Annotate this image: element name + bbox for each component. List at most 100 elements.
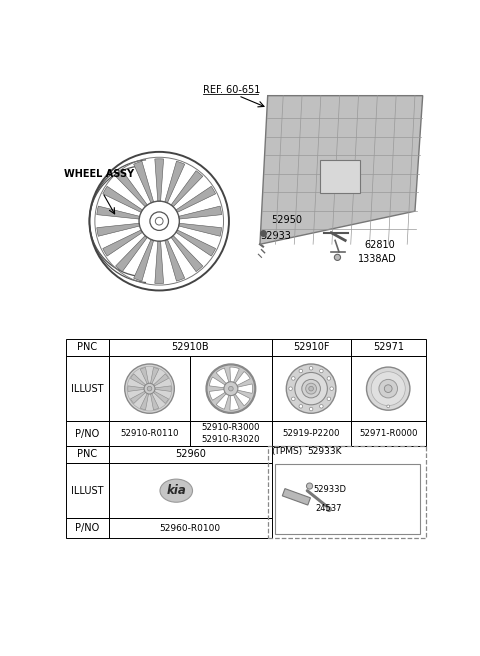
Bar	[109, 356, 190, 421]
Circle shape	[286, 364, 336, 413]
Text: kia: kia	[167, 484, 186, 497]
Bar	[350, 421, 426, 446]
Circle shape	[309, 386, 313, 391]
Circle shape	[309, 407, 313, 411]
Bar	[66, 446, 109, 463]
Text: WHEEL ASSY: WHEEL ASSY	[64, 169, 134, 179]
Polygon shape	[103, 230, 143, 256]
Text: 52971: 52971	[372, 342, 404, 352]
Circle shape	[309, 367, 313, 370]
Polygon shape	[140, 367, 148, 384]
Circle shape	[371, 372, 405, 405]
Circle shape	[335, 255, 340, 260]
Circle shape	[326, 507, 331, 512]
Circle shape	[379, 379, 397, 398]
Text: ILLUST: ILLUST	[71, 384, 104, 394]
Text: 52971-R0000: 52971-R0000	[359, 429, 418, 438]
Polygon shape	[155, 241, 164, 283]
Circle shape	[291, 377, 295, 380]
Circle shape	[206, 364, 256, 413]
Circle shape	[302, 379, 321, 398]
Polygon shape	[216, 368, 229, 385]
Circle shape	[384, 385, 392, 392]
Text: 24537: 24537	[315, 504, 341, 513]
Bar	[66, 518, 109, 539]
Polygon shape	[151, 394, 159, 410]
Circle shape	[327, 397, 331, 401]
Polygon shape	[165, 239, 185, 281]
Polygon shape	[131, 391, 145, 403]
Bar	[275, 464, 420, 534]
Text: 52933K: 52933K	[307, 447, 342, 457]
Polygon shape	[282, 489, 311, 505]
Bar	[66, 463, 109, 518]
Text: 52933: 52933	[260, 231, 291, 241]
Circle shape	[320, 369, 323, 373]
Bar	[268, 446, 426, 539]
Polygon shape	[128, 386, 144, 392]
Polygon shape	[154, 391, 168, 403]
Polygon shape	[116, 171, 147, 207]
Polygon shape	[133, 161, 154, 203]
Text: P/NO: P/NO	[75, 523, 100, 533]
Polygon shape	[154, 374, 168, 386]
Circle shape	[147, 386, 152, 391]
Text: 52910B: 52910B	[171, 342, 209, 352]
Polygon shape	[176, 230, 216, 256]
Circle shape	[330, 387, 334, 390]
Polygon shape	[97, 223, 140, 236]
Circle shape	[320, 405, 323, 408]
Polygon shape	[133, 239, 154, 281]
Text: 52960: 52960	[175, 449, 205, 459]
Circle shape	[387, 405, 390, 408]
Bar	[320, 160, 360, 193]
Text: PNC: PNC	[77, 342, 97, 352]
Bar	[109, 518, 272, 539]
Polygon shape	[165, 161, 185, 203]
Text: 1338AD: 1338AD	[358, 254, 396, 264]
Text: 52950: 52950	[271, 215, 302, 226]
Circle shape	[299, 369, 302, 373]
Bar	[109, 446, 272, 463]
Circle shape	[295, 373, 327, 405]
Bar	[66, 339, 109, 356]
Polygon shape	[171, 236, 203, 272]
Text: 52910-R0110: 52910-R0110	[120, 429, 179, 438]
Polygon shape	[209, 377, 227, 388]
Polygon shape	[234, 371, 250, 386]
Circle shape	[224, 382, 238, 396]
Text: 52910-R3000
52910-R3020: 52910-R3000 52910-R3020	[202, 423, 260, 445]
Polygon shape	[176, 186, 216, 213]
Polygon shape	[116, 236, 147, 272]
Bar	[272, 356, 350, 421]
Polygon shape	[216, 392, 229, 409]
Circle shape	[144, 383, 155, 394]
Bar	[109, 339, 272, 356]
Polygon shape	[230, 367, 239, 384]
Bar	[350, 356, 426, 421]
Polygon shape	[179, 206, 222, 219]
Circle shape	[289, 387, 292, 390]
Polygon shape	[179, 223, 222, 236]
Text: 52933D: 52933D	[313, 485, 347, 494]
Bar	[272, 339, 350, 356]
Text: ILLUST: ILLUST	[71, 485, 104, 496]
Bar	[190, 356, 272, 421]
Polygon shape	[103, 186, 143, 213]
Circle shape	[228, 386, 233, 391]
Circle shape	[306, 483, 312, 489]
Polygon shape	[230, 393, 239, 410]
Polygon shape	[155, 159, 164, 201]
Text: P/NO: P/NO	[75, 428, 100, 439]
Polygon shape	[209, 389, 227, 400]
Bar	[109, 421, 190, 446]
Polygon shape	[171, 171, 203, 207]
Circle shape	[327, 377, 331, 380]
Bar	[66, 421, 109, 446]
Text: REF. 60-651: REF. 60-651	[204, 85, 261, 94]
Circle shape	[299, 405, 302, 408]
Bar	[272, 421, 350, 446]
Bar	[350, 339, 426, 356]
Polygon shape	[97, 206, 140, 219]
Bar	[66, 356, 109, 421]
